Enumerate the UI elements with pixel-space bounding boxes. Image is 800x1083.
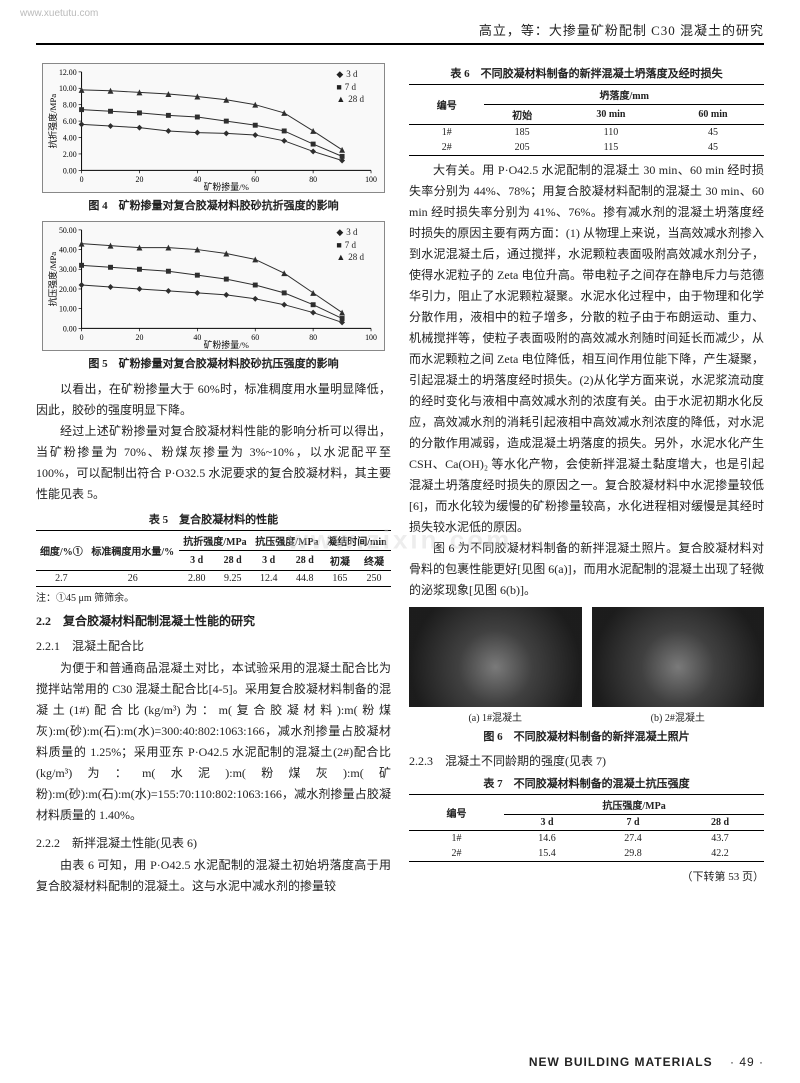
svg-text:60: 60 (251, 333, 259, 342)
table-7-caption: 表 7 不同胶凝材料制备的混凝土抗压强度 (409, 775, 764, 791)
svg-text:10.00: 10.00 (59, 84, 77, 93)
body-text: 图 6 为不同胶凝材料制备的新拌混凝土照片。复合胶凝材料对骨料的包裹性能更好[见… (409, 538, 764, 601)
right-column: 表 6 不同胶凝材料制备的新拌混凝土坍落度及经时损失 编号坍落度/mm初始30 … (409, 59, 764, 897)
table-5-note: 注：①45 μm 筛筛余。 (36, 589, 391, 604)
section-2-2-1: 2.2.1 混凝土配合比 (36, 637, 391, 654)
svg-text:0.00: 0.00 (63, 324, 77, 333)
body-text: 为便于和普通商品混凝土对比，本试验采用的混凝土配合比为搅拌站常用的 C30 混凝… (36, 658, 391, 826)
svg-text:4.00: 4.00 (63, 133, 77, 142)
section-2-2: 2.2 复合胶凝材料配制混凝土性能的研究 (36, 612, 391, 629)
body-text: 经过上述矿粉掺量对复合胶凝材料性能的影响分析可以得出，当矿粉掺量为 70%、粉煤… (36, 421, 391, 505)
two-column-layout: 0 20 40 60 80 100 0.00 2.00 4.00 6.00 8.00 10.00 12.… (36, 59, 764, 897)
section-2-2-3: 2.2.3 混凝土不同龄期的强度(见表 7) (409, 752, 764, 769)
fig4-svg: 0 20 40 60 80 100 0.00 2.00 4.00 6.00 8.00 10.00 12.… (43, 64, 384, 192)
figure-6-caption: 图 6 不同胶凝材料制备的新拌混凝土照片 (409, 728, 764, 744)
svg-text:30.00: 30.00 (59, 265, 77, 274)
svg-text:12.00: 12.00 (59, 68, 77, 77)
section-2-2-2: 2.2.2 新拌混凝土性能(见表 6) (36, 834, 391, 851)
svg-text:40.00: 40.00 (59, 246, 77, 255)
table-6: 编号坍落度/mm初始30 min60 min1#185110452#205115… (409, 84, 764, 156)
fig4-legend: ◆3 d■7 d▲28 d (336, 68, 364, 106)
left-column: 0 20 40 60 80 100 0.00 2.00 4.00 6.00 8.00 10.00 12.… (36, 59, 391, 897)
continue-note: （下转第 53 页） (409, 868, 764, 884)
svg-text:8.00: 8.00 (63, 101, 77, 110)
svg-text:20: 20 (136, 333, 144, 342)
figure-5-caption: 图 5 矿粉掺量对复合胶凝材料胶砂抗压强度的影响 (36, 355, 391, 371)
svg-text:矿粉掺量/%: 矿粉掺量/% (204, 181, 250, 192)
table-5: 细度/%①标准稠度用水量/%抗折强度/MPa抗压强度/MPa凝结时间/min3 … (36, 530, 391, 587)
svg-text:2.00: 2.00 (63, 150, 77, 159)
svg-text:80: 80 (309, 333, 317, 342)
svg-text:20.00: 20.00 (59, 285, 77, 294)
figure-4-caption: 图 4 矿粉掺量对复合胶凝材料胶砂抗折强度的影响 (36, 197, 391, 213)
svg-text:0: 0 (80, 175, 84, 184)
svg-text:抗压强度/MPa: 抗压强度/MPa (47, 252, 58, 307)
svg-text:50.00: 50.00 (59, 226, 77, 235)
page-footer: NEW BUILDING MATERIALS · 49 · (529, 1055, 764, 1069)
photo-label-a: (a) 1#混凝土 (409, 709, 582, 724)
body-text: 由表 6 可知，用 P·O42.5 水泥配制的混凝土初始坍落度高于用复合胶凝材料… (36, 855, 391, 897)
svg-text:60: 60 (251, 175, 259, 184)
figure-4-chart: 0 20 40 60 80 100 0.00 2.00 4.00 6.00 8.00 10.00 12.… (42, 63, 385, 193)
svg-text:10.00: 10.00 (59, 305, 77, 314)
svg-text:0: 0 (80, 333, 84, 342)
svg-text:抗折强度/MPa: 抗折强度/MPa (47, 94, 58, 149)
body-text: 以看出，在矿粉掺量大于 60%时，标准稠度用水量明显降低，因此，胶砂的强度明显下… (36, 379, 391, 421)
table-5-caption: 表 5 复合胶凝材料的性能 (36, 511, 391, 527)
footer-page-num: · 49 · (730, 1055, 764, 1069)
table-7: 编号抗压强度/MPa3 d7 d28 d1#14.627.443.72#15.4… (409, 794, 764, 862)
svg-text:0.00: 0.00 (63, 166, 77, 175)
concrete-photo-a (409, 607, 582, 707)
figure-6-photos: (a) 1#混凝土 (b) 2#混凝土 (409, 607, 764, 724)
svg-text:20: 20 (136, 175, 144, 184)
concrete-photo-b (592, 607, 765, 707)
fig5-legend: ◆3 d■7 d▲28 d (336, 226, 364, 264)
svg-text:80: 80 (309, 175, 317, 184)
svg-text:100: 100 (365, 175, 377, 184)
svg-text:100: 100 (365, 333, 377, 342)
figure-5-chart: 0 20 40 60 80 100 0.00 10.00 20.00 30.00 40.00 50.0… (42, 221, 385, 351)
footer-magazine: NEW BUILDING MATERIALS (529, 1055, 713, 1069)
svg-text:40: 40 (193, 333, 201, 342)
photo-label-b: (b) 2#混凝土 (592, 709, 765, 724)
running-head: 高立，等：大掺量矿粉配制 C30 混凝土的研究 (36, 20, 764, 45)
svg-text:40: 40 (193, 175, 201, 184)
table-6-caption: 表 6 不同胶凝材料制备的新拌混凝土坍落度及经时损失 (409, 65, 764, 81)
body-text: 大有关。用 P·O42.5 水泥配制的混凝土 30 min、60 min 经时损… (409, 160, 764, 538)
fig5-svg: 0 20 40 60 80 100 0.00 10.00 20.00 30.00 40.00 50.0… (43, 222, 384, 350)
svg-text:6.00: 6.00 (63, 117, 77, 126)
svg-text:矿粉掺量/%: 矿粉掺量/% (204, 339, 250, 350)
watermark-url: www.xuetutu.com (20, 8, 98, 19)
